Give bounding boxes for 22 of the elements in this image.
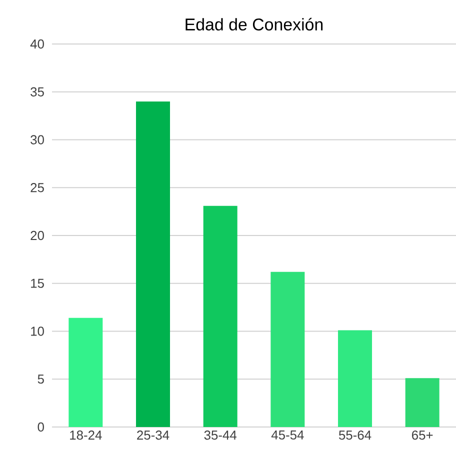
y-tick-label: 30	[30, 135, 44, 144]
bar	[338, 330, 372, 427]
y-tick-label: 15	[31, 278, 44, 288]
x-tick-label: 25-34	[137, 430, 170, 440]
y-tick-label: 40	[30, 39, 44, 49]
bar	[68, 318, 103, 427]
bar	[405, 378, 440, 427]
chart-title: Edad de Conexión	[186, 18, 323, 31]
y-tick-label: 5	[38, 374, 44, 384]
x-tick-label: 65+	[412, 430, 433, 440]
x-tick-label: 55-64	[338, 430, 372, 440]
bar	[203, 206, 238, 427]
y-tick-label: 35	[30, 87, 44, 96]
x-tick-label: 45-54	[271, 430, 304, 440]
y-tick-label: 10	[31, 326, 44, 336]
y-tick-label: 25	[30, 183, 44, 192]
y-tick-label: 0	[38, 422, 44, 432]
bar	[136, 101, 170, 427]
bar	[270, 272, 305, 427]
x-tick-label: 35-44	[204, 430, 237, 440]
y-tick-label: 20	[30, 230, 44, 240]
x-tick-label: 18-24	[70, 430, 102, 440]
